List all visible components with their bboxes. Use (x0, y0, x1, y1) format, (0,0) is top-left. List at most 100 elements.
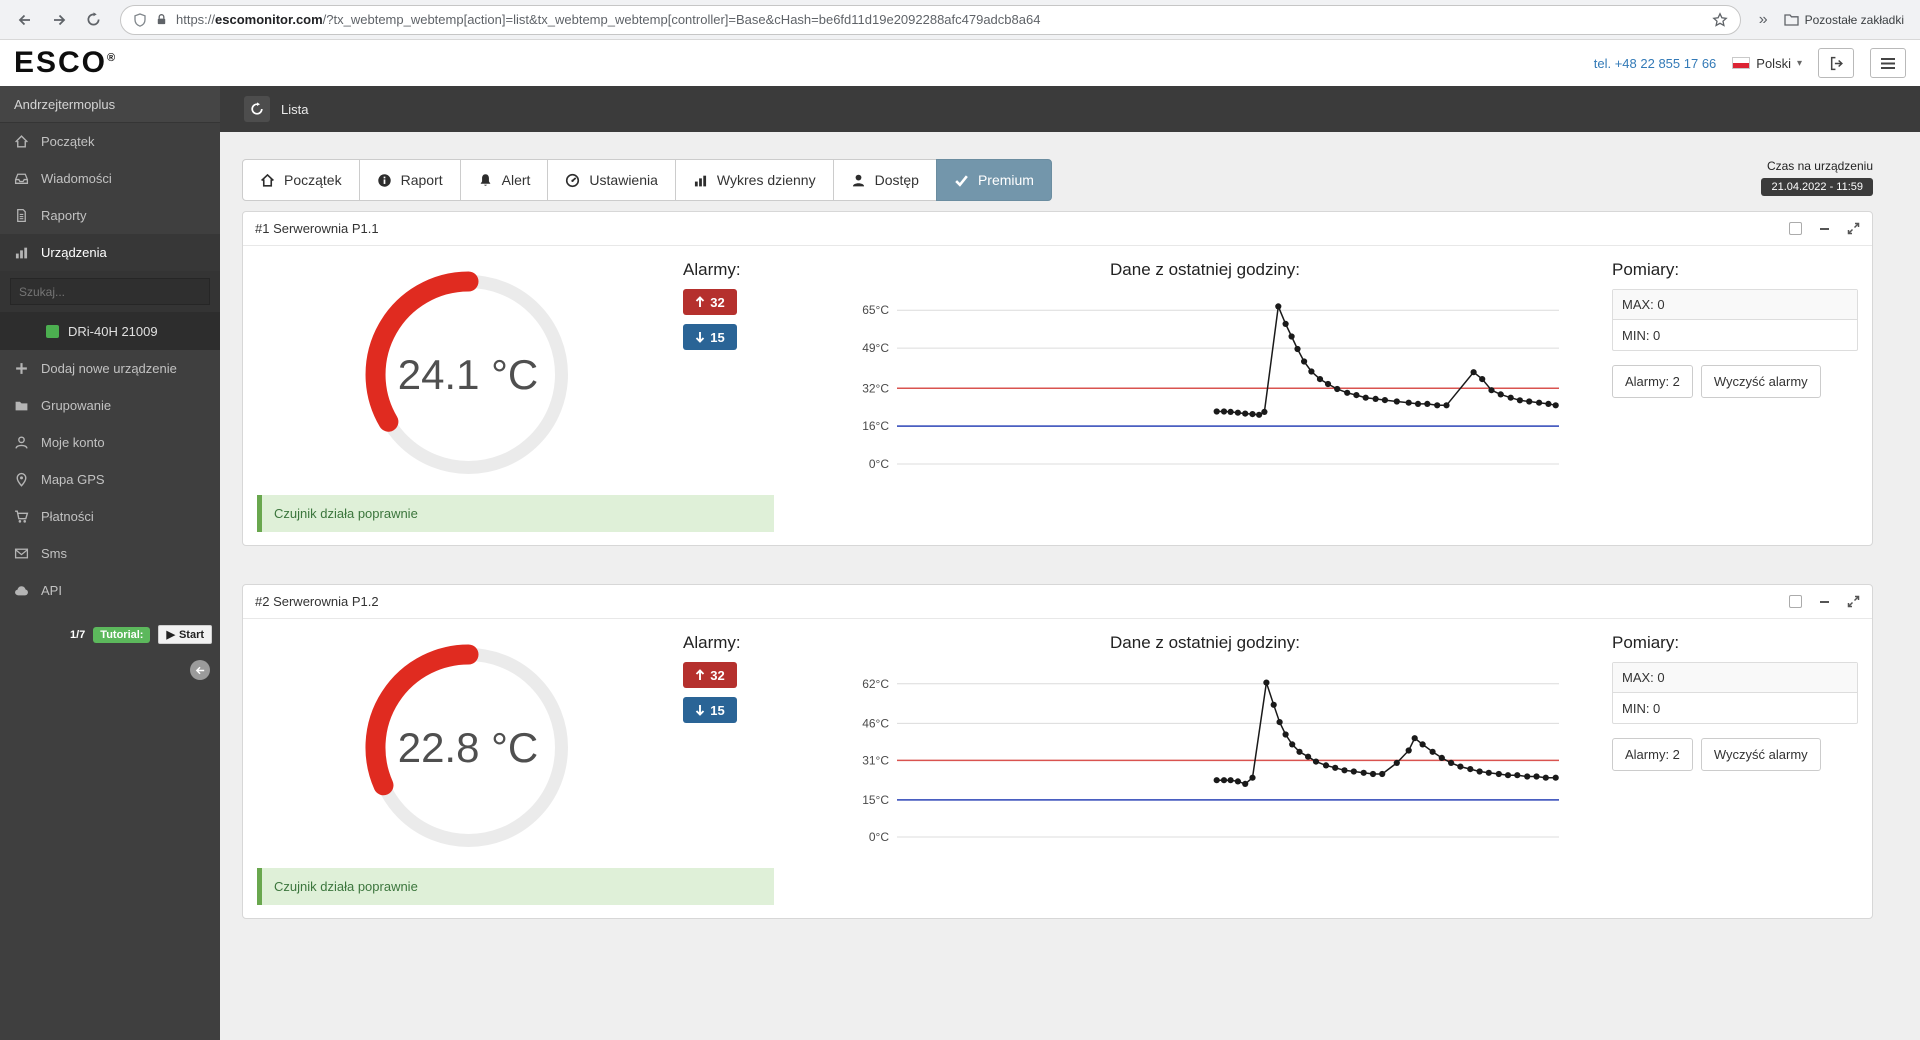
sidebar-item-label: Moje konto (41, 435, 105, 450)
device-panel-1: #1 Serwerownia P1.1 24.1 °C (242, 211, 1873, 546)
sensor-status: Czujnik działa poprawnie (257, 868, 774, 905)
tab-ustawienia[interactable]: Ustawienia (547, 159, 676, 201)
alarm-low-count: 15 (710, 702, 725, 718)
temperature-value: 24.1 °C (397, 350, 539, 398)
temperature-gauge: 22.8 °C (356, 635, 581, 860)
list-toolbar: Lista (220, 86, 1920, 132)
device-time-label: Czas na urządzeniu (1766, 159, 1873, 173)
url-domain: escomonitor.com (215, 12, 323, 27)
forward-button[interactable] (44, 5, 74, 35)
folder-icon (1783, 14, 1799, 26)
account-icon (14, 435, 30, 450)
sidebar-item-grupowanie[interactable]: Grupowanie (0, 387, 220, 424)
sidebar-item-label: Wiadomości (41, 171, 112, 186)
sidebar-item-urzadzenia[interactable]: Urządzenia (0, 234, 220, 271)
sidebar-item-dodaj-urzadzenie[interactable]: Dodaj nowe urządzenie (0, 350, 220, 387)
sidebar-item-label: Płatności (41, 509, 94, 524)
sidebar-item-api[interactable]: API (0, 572, 220, 609)
alarm-high-badge[interactable]: 32 (683, 662, 737, 688)
expand-icon[interactable] (1847, 222, 1860, 235)
clear-alarms-button[interactable]: Wyczyść alarmy (1700, 365, 1821, 398)
measures-label: Pomiary: (1612, 260, 1680, 279)
tutorial-start-button[interactable]: ▶ Start (158, 625, 213, 644)
sidebar-item-moje-konto[interactable]: Moje konto (0, 424, 220, 461)
alarms-count-button[interactable]: Alarmy: 2 (1612, 738, 1693, 771)
tutorial-start-label: Start (178, 628, 205, 641)
refresh-button[interactable] (78, 5, 108, 35)
search-input[interactable] (10, 278, 210, 305)
panel-checkbox[interactable] (1789, 222, 1802, 235)
app-header: ESCO® tel. +48 22 855 17 66 Polski ▾ (0, 40, 1920, 86)
alarms-count-button[interactable]: Alarmy: 2 (1612, 365, 1693, 398)
phone-number: tel. +48 22 855 17 66 (1593, 55, 1717, 71)
device-panel-2: #2 Serwerownia P1.2 22.8 °C (242, 584, 1873, 919)
tab-alert[interactable]: Alert (459, 159, 549, 201)
url-bar[interactable]: https://escomonitor.com/?tx_webtemp_webt… (120, 4, 1741, 35)
home-icon (14, 134, 30, 149)
alarm-low-badge[interactable]: 15 (683, 697, 737, 723)
devices-submenu: DRi-40H 21009 (0, 271, 220, 350)
sidebar: Andrzejtermoplus Początek Wiadomości Rap… (0, 86, 220, 1040)
svg-text:49°C: 49°C (862, 341, 889, 355)
home-icon (260, 173, 275, 188)
toolbar-title: Lista (281, 101, 309, 117)
panel-header: #2 Serwerownia P1.2 (243, 585, 1872, 619)
sidebar-item-label: Sms (41, 546, 67, 561)
svg-text:0°C: 0°C (869, 830, 889, 844)
arrow-up-icon (696, 296, 705, 307)
tab-wykres-dzienny[interactable]: Wykres dzienny (674, 159, 834, 201)
clear-alarms-button[interactable]: Wyczyść alarmy (1700, 738, 1821, 771)
tab-label: Początek (284, 172, 342, 188)
url-input[interactable]: https://escomonitor.com/?tx_webtemp_webt… (176, 12, 1704, 27)
alarm-high-badge[interactable]: 32 (683, 289, 737, 315)
shield-icon (133, 12, 147, 27)
sidebar-item-mapa-gps[interactable]: Mapa GPS (0, 461, 220, 498)
refresh-list-button[interactable] (244, 96, 270, 122)
tab-raport[interactable]: Raport (358, 159, 461, 201)
sync-icon (251, 102, 263, 115)
sidebar-collapse-button[interactable] (190, 660, 210, 680)
forward-arrow-icon (54, 14, 66, 25)
lock-icon (155, 13, 168, 26)
temperature-value: 22.8 °C (397, 723, 539, 771)
back-button[interactable] (10, 5, 40, 35)
tutorial-progress: 1/7 (70, 628, 86, 641)
tab-poczatek[interactable]: Początek (242, 159, 360, 201)
esco-logo[interactable]: ESCO® (14, 48, 115, 78)
sidebar-item-poczatek[interactable]: Początek (0, 123, 220, 160)
bookmark-star-button[interactable] (1712, 11, 1728, 28)
device-time-value: 21.04.2022 - 11:59 (1761, 178, 1873, 196)
sidebar-item-device-dri40h[interactable]: DRi-40H 21009 (0, 312, 220, 350)
alarms-label: Alarmy: (683, 260, 741, 279)
logout-button[interactable] (1818, 48, 1854, 78)
access-icon (851, 173, 866, 188)
sidebar-item-sms[interactable]: Sms (0, 535, 220, 572)
alert-icon (478, 173, 493, 188)
max-value: MAX: 0 (1613, 663, 1857, 693)
menu-button[interactable] (1870, 48, 1906, 78)
other-bookmarks-button[interactable]: Pozostałe zakładki (1778, 9, 1910, 31)
minimize-icon[interactable] (1818, 595, 1831, 608)
chart-title: Dane z ostatniej godziny: (1110, 633, 1300, 652)
sidebar-item-wiadomosci[interactable]: Wiadomości (0, 160, 220, 197)
svg-text:46°C: 46°C (862, 716, 889, 730)
language-label: Polski (1756, 55, 1791, 71)
other-bookmarks-label: Pozostałe zakładki (1804, 12, 1904, 27)
sidebar-item-raporty[interactable]: Raporty (0, 197, 220, 234)
main-content: Początek Raport Alert Ustawienia (220, 132, 1920, 1040)
panel-checkbox[interactable] (1789, 595, 1802, 608)
tab-premium[interactable]: Premium (935, 159, 1052, 201)
sidebar-item-platnosci[interactable]: Płatności (0, 498, 220, 535)
bookmarks-overflow-chevrons[interactable]: » (1758, 10, 1768, 28)
measures-table: MAX: 0 MIN: 0 (1612, 662, 1858, 724)
minimize-icon[interactable] (1818, 222, 1831, 235)
expand-icon[interactable] (1847, 595, 1860, 608)
logout-icon (1830, 56, 1843, 70)
alarms-label: Alarmy: (683, 633, 741, 652)
alarm-low-badge[interactable]: 15 (683, 324, 737, 350)
language-selector[interactable]: Polski ▾ (1732, 56, 1802, 71)
sidebar-item-label: Urządzenia (41, 245, 107, 260)
panel-title: #2 Serwerownia P1.2 (255, 594, 379, 609)
tab-dostep[interactable]: Dostęp (832, 159, 937, 201)
sms-icon (14, 546, 30, 561)
